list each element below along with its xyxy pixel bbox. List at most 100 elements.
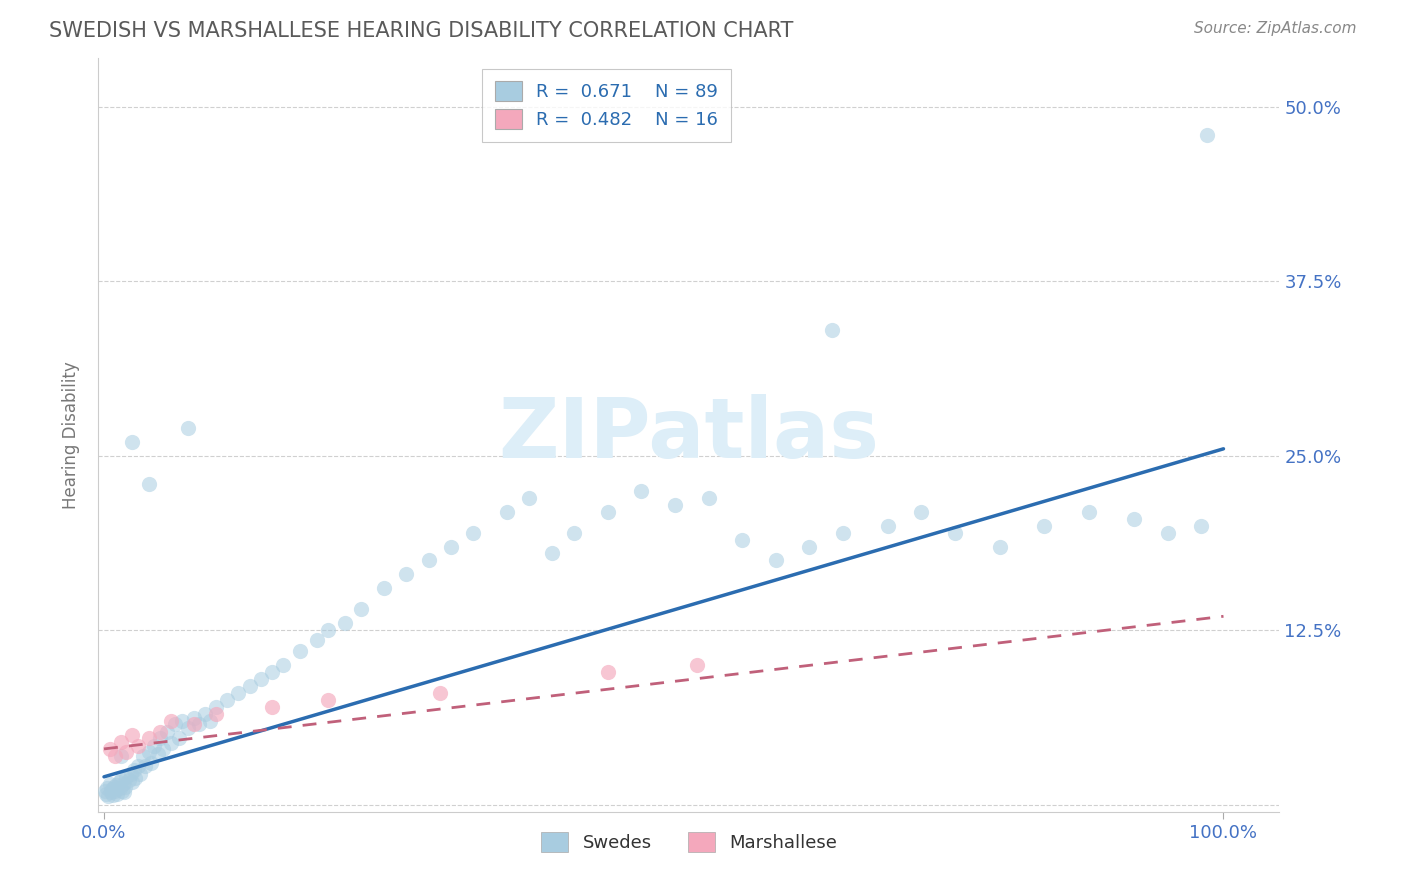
Point bbox=[112, 777, 135, 791]
Point bbox=[152, 742, 174, 756]
Point bbox=[110, 748, 132, 763]
Point bbox=[1033, 518, 1056, 533]
Point bbox=[110, 772, 132, 787]
Point bbox=[98, 742, 121, 756]
Point bbox=[831, 525, 853, 540]
Point bbox=[686, 658, 709, 673]
Point bbox=[121, 434, 143, 449]
Point bbox=[160, 714, 183, 728]
Point bbox=[630, 483, 652, 498]
Legend: Swedes, Marshallese: Swedes, Marshallese bbox=[534, 825, 844, 859]
Point bbox=[112, 785, 135, 799]
Y-axis label: Hearing Disability: Hearing Disability bbox=[62, 361, 80, 508]
Point bbox=[115, 745, 138, 759]
Point bbox=[765, 553, 787, 567]
Point bbox=[138, 476, 160, 491]
Point bbox=[134, 758, 156, 772]
Point bbox=[121, 775, 143, 789]
Point bbox=[110, 735, 132, 749]
Point bbox=[731, 533, 754, 547]
Text: ZIPatlas: ZIPatlas bbox=[499, 394, 879, 475]
Point bbox=[271, 658, 294, 673]
Point bbox=[697, 491, 720, 505]
Point bbox=[463, 525, 485, 540]
Point bbox=[143, 739, 166, 753]
Point bbox=[440, 540, 463, 554]
Point bbox=[217, 693, 239, 707]
Point bbox=[149, 725, 172, 739]
Point bbox=[127, 758, 149, 772]
Text: Source: ZipAtlas.com: Source: ZipAtlas.com bbox=[1194, 21, 1357, 36]
Point bbox=[100, 785, 122, 799]
Point bbox=[1078, 505, 1101, 519]
Point bbox=[94, 784, 117, 798]
Point bbox=[288, 644, 311, 658]
Point bbox=[104, 784, 127, 798]
Text: SWEDISH VS MARSHALLESE HEARING DISABILITY CORRELATION CHART: SWEDISH VS MARSHALLESE HEARING DISABILIT… bbox=[49, 21, 793, 40]
Point bbox=[122, 763, 145, 777]
Point bbox=[200, 714, 222, 728]
Point bbox=[96, 787, 118, 801]
Point bbox=[149, 731, 172, 745]
Point bbox=[305, 633, 328, 648]
Point bbox=[103, 780, 125, 794]
Point bbox=[127, 739, 149, 753]
Point bbox=[1122, 511, 1144, 525]
Point bbox=[1189, 518, 1212, 533]
Point bbox=[177, 421, 200, 435]
Point bbox=[101, 788, 124, 802]
Point bbox=[1156, 525, 1178, 540]
Point bbox=[97, 789, 120, 804]
Point bbox=[107, 787, 129, 801]
Point bbox=[596, 665, 619, 680]
Point bbox=[316, 693, 339, 707]
Point bbox=[124, 771, 146, 785]
Point bbox=[943, 525, 966, 540]
Point bbox=[98, 777, 121, 791]
Point bbox=[205, 706, 228, 721]
Point bbox=[105, 778, 128, 792]
Point bbox=[395, 567, 418, 582]
Point bbox=[260, 665, 283, 680]
Point bbox=[107, 775, 129, 789]
Point bbox=[104, 748, 127, 763]
Point bbox=[146, 747, 169, 762]
Point bbox=[111, 784, 134, 798]
Point bbox=[540, 547, 562, 561]
Point bbox=[988, 540, 1011, 554]
Point bbox=[821, 323, 844, 337]
Point bbox=[128, 767, 150, 781]
Point bbox=[249, 672, 271, 686]
Point bbox=[519, 491, 541, 505]
Point bbox=[183, 711, 205, 725]
Point bbox=[373, 582, 395, 596]
Point bbox=[183, 716, 205, 731]
Point bbox=[138, 731, 160, 745]
Point bbox=[316, 624, 339, 638]
Point bbox=[562, 525, 585, 540]
Point bbox=[496, 505, 519, 519]
Point bbox=[205, 700, 228, 714]
Point bbox=[177, 721, 200, 735]
Point bbox=[160, 736, 183, 750]
Point bbox=[138, 745, 160, 759]
Point bbox=[876, 518, 898, 533]
Point bbox=[117, 772, 139, 787]
Point bbox=[114, 780, 136, 794]
Point bbox=[139, 756, 162, 770]
Point bbox=[156, 725, 179, 739]
Point bbox=[167, 731, 190, 745]
Point bbox=[163, 716, 186, 731]
Point bbox=[120, 767, 142, 781]
Point bbox=[228, 686, 250, 700]
Point bbox=[96, 780, 118, 795]
Point bbox=[596, 505, 619, 519]
Point bbox=[101, 782, 124, 797]
Point bbox=[429, 686, 451, 700]
Point bbox=[194, 706, 217, 721]
Point bbox=[799, 540, 821, 554]
Point bbox=[418, 553, 440, 567]
Point bbox=[333, 616, 356, 631]
Point bbox=[910, 505, 932, 519]
Point bbox=[121, 728, 143, 742]
